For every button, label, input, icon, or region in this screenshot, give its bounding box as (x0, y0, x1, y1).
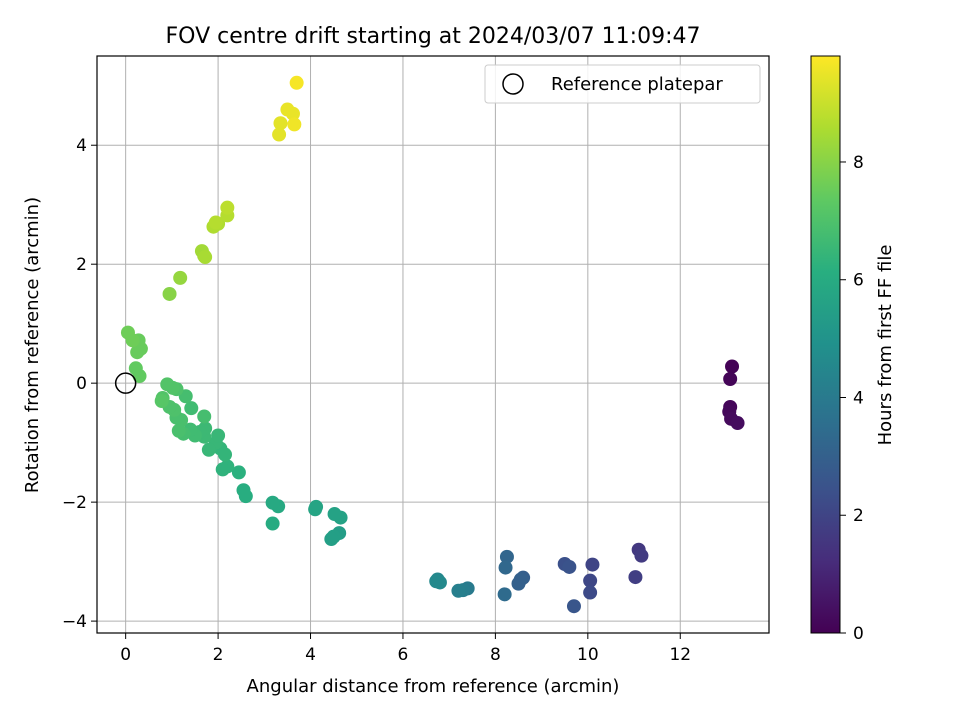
legend-entry-reference: Reference platepar (551, 74, 723, 95)
x-tick-label: 8 (490, 645, 501, 665)
data-point (173, 270, 188, 285)
data-point (265, 495, 280, 510)
y-axis-label: Rotation from reference (arcmin) (22, 197, 43, 493)
x-tick-label: 2 (213, 645, 224, 665)
data-point (498, 560, 513, 575)
data-point (429, 574, 444, 589)
colorbar-tick-label: 2 (853, 506, 864, 526)
data-point (208, 215, 223, 230)
x-tick-label: 4 (305, 645, 316, 665)
y-tick-label: 4 (76, 136, 87, 156)
data-point (201, 442, 216, 457)
data-point (324, 532, 339, 547)
data-point (289, 75, 304, 90)
data-point (160, 377, 175, 392)
data-point (231, 465, 246, 480)
x-axis-ticks: 0 2 4 6 8 10 12 (120, 633, 691, 665)
data-point (184, 401, 199, 416)
data-point (215, 462, 230, 477)
x-tick-label: 12 (669, 645, 691, 665)
x-axis-label: Angular distance from reference (arcmin) (247, 676, 620, 697)
data-point (265, 516, 280, 531)
data-point (583, 573, 598, 588)
data-point (211, 428, 226, 443)
x-tick-label: 10 (577, 645, 599, 665)
colorbar-tick-label: 0 (853, 624, 864, 644)
data-point (583, 585, 598, 600)
data-point (162, 286, 177, 301)
data-point (120, 325, 135, 340)
data-point (272, 127, 287, 142)
x-tick-label: 0 (120, 645, 131, 665)
legend-box (484, 64, 761, 104)
colorbar-ticks: 0 2 4 6 8 (840, 153, 864, 644)
data-point (327, 507, 342, 522)
data-point (308, 502, 323, 517)
data-point (236, 483, 251, 498)
data-point (220, 200, 235, 215)
colorbar-tick-label: 8 (853, 153, 864, 173)
colorbar-tick-label: 6 (853, 271, 864, 291)
colorbar-tick-label: 4 (853, 388, 864, 408)
data-point (513, 572, 528, 587)
legend-reference-marker (502, 73, 524, 95)
data-point (198, 250, 213, 265)
data-point (562, 559, 577, 574)
data-point (285, 106, 300, 121)
colorbar-label: Hours from first FF file (875, 245, 896, 446)
reference-platepar-marker (114, 372, 137, 394)
data-point (273, 116, 288, 131)
plot-frame (96, 55, 770, 634)
data-point (154, 394, 169, 409)
y-tick-label: 2 (76, 255, 87, 275)
y-tick-label: 0 (76, 374, 87, 394)
colorbar: 0 2 4 6 8 Hours from first FF file (810, 55, 896, 644)
data-point (451, 583, 466, 598)
legend: Reference platepar (484, 64, 761, 104)
grid-lines (97, 56, 769, 633)
data-point (566, 599, 581, 614)
data-point (725, 359, 740, 374)
data-point (634, 548, 649, 563)
data-point (628, 570, 643, 585)
data-point (128, 361, 143, 376)
chart-title: FOV centre drift starting at 2024/03/07 … (166, 24, 701, 49)
reference-marker (114, 372, 137, 394)
data-points (120, 75, 745, 614)
data-point (497, 587, 512, 602)
data-point (287, 117, 302, 132)
x-tick-label: 6 (398, 645, 409, 665)
y-tick-label: −4 (62, 612, 87, 632)
colorbar-gradient (810, 55, 841, 634)
data-point (585, 557, 600, 572)
y-tick-label: −2 (62, 493, 87, 513)
y-axis-ticks: −4 −2 0 2 4 (62, 136, 97, 632)
data-point (723, 372, 738, 387)
data-point (499, 549, 514, 564)
data-point (197, 409, 212, 424)
data-point (171, 423, 186, 438)
data-point (730, 416, 745, 431)
